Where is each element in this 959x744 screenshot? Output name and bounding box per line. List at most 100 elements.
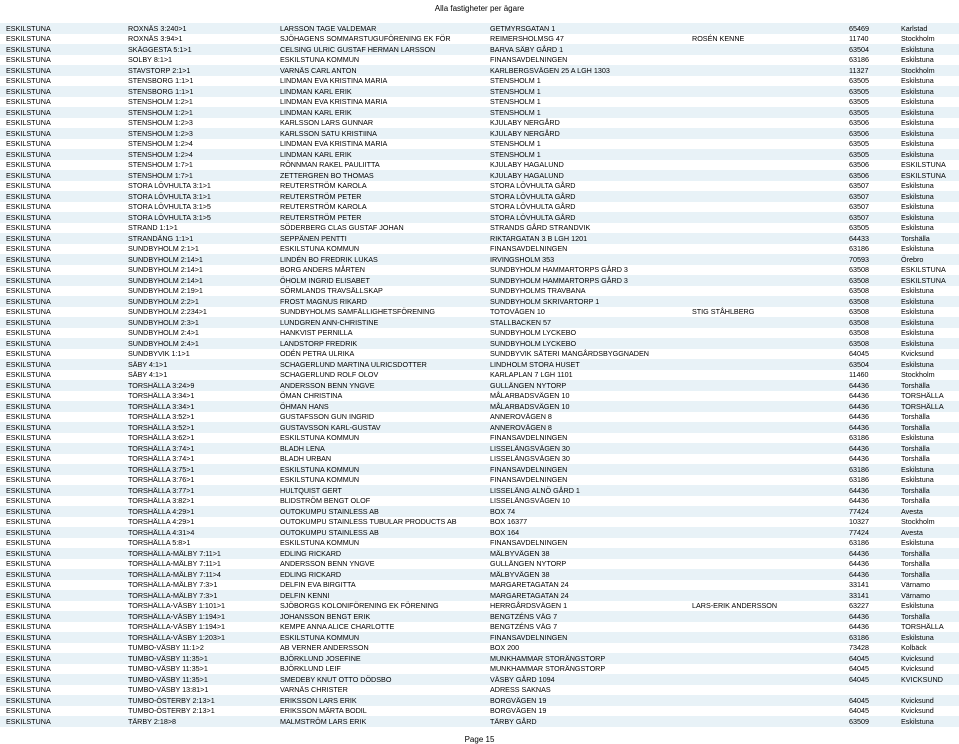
cell-adress: KJULABY NERGÅRD [489,128,691,139]
cell-kommun: ESKILSTUNA [0,454,127,465]
table-row: ESKILSTUNATORSHÄLLA 3:52>1GUSTAFSSON GUN… [0,412,959,423]
cell-ort: Eskilstuna [900,107,959,118]
cell-namn: LINDMAN EVA KRISTINA MARIA [279,139,489,150]
table-row: ESKILSTUNAROXNÄS 3:94>1SJÖHAGENS SOMMARS… [0,34,959,45]
cell-postnr: 33141 [848,590,900,601]
cell-adress: STENSHOLM 1 [489,107,691,118]
table-row: ESKILSTUNASTAVSTORP 2:1>1VARNÄS CARL ANT… [0,65,959,76]
table-row: ESKILSTUNASUNDBYHOLM 2:2>1FROST MAGNUS R… [0,296,959,307]
cell-kommun: ESKILSTUNA [0,128,127,139]
cell-namn: ESKILSTUNA KOMMUN [279,475,489,486]
cell-adress: SUNDBYHOLM HAMMARTORPS GÅRD 3 [489,265,691,276]
cell-fastighet: TORSHÄLLA-VÄSBY 1:101>1 [127,601,279,612]
cell-adress: BORGVÄGEN 19 [489,695,691,706]
cell-ort: Eskilstuna [900,244,959,255]
cell-extra [691,517,848,528]
cell-extra [691,401,848,412]
table-row: ESKILSTUNATORSHÄLLA-VÄSBY 1:194>1KEMPE A… [0,622,959,633]
cell-ort: Eskilstuna [900,128,959,139]
cell-postnr: 64436 [848,401,900,412]
cell-kommun: ESKILSTUNA [0,517,127,528]
cell-ort: Stockholm [900,517,959,528]
table-row: ESKILSTUNASUNDBYHOLM 2:1>1ESKILSTUNA KOM… [0,244,959,255]
cell-extra [691,643,848,654]
cell-fastighet: TÄRBY 2:18>8 [127,716,279,727]
table-row: ESKILSTUNATUMBO-VÄSBY 11:1>2AB VERNER AN… [0,643,959,654]
cell-namn: RÖNNMAN RAKEL PAULIITTA [279,160,489,171]
cell-namn: SMEDEBY KNUT OTTO DÖDSBO [279,674,489,685]
cell-kommun: ESKILSTUNA [0,401,127,412]
cell-extra [691,580,848,591]
cell-adress: MÄLBYVÄGEN 38 [489,569,691,580]
cell-adress: VÄSBY GÅRD 1094 [489,674,691,685]
cell-namn: SÖDERBERG CLAS GUSTAF JOHAN [279,223,489,234]
cell-adress: STORA LÖVHULTA GÅRD [489,191,691,202]
cell-fastighet: TORSHÄLLA 4:29>1 [127,506,279,517]
cell-fastighet: TORSHÄLLA 3:24>9 [127,380,279,391]
cell-adress: BARVA SÄBY GÅRD 1 [489,44,691,55]
cell-extra [691,370,848,381]
cell-postnr: 63186 [848,538,900,549]
cell-extra [691,548,848,559]
cell-kommun: ESKILSTUNA [0,611,127,622]
cell-extra [691,244,848,255]
cell-fastighet: SÄBY 4:1>1 [127,370,279,381]
cell-fastighet: SKÄGGESTA 5:1>1 [127,44,279,55]
cell-namn: REUTERSTRÖM PETER [279,191,489,202]
table-row: ESKILSTUNATORSHÄLLA-VÄSBY 1:194>1JOHANSS… [0,611,959,622]
cell-namn: SUNDBYHOLMS SAMFÄLLIGHETSFÖRENING [279,307,489,318]
cell-namn: REUTERSTRÖM PETER [279,212,489,223]
cell-ort: Stockholm [900,370,959,381]
cell-postnr: 64436 [848,559,900,570]
cell-postnr: 63504 [848,359,900,370]
table-row: ESKILSTUNATORSHÄLLA 3:52>1GUSTAVSSON KAR… [0,422,959,433]
cell-fastighet: ROXNÄS 3:94>1 [127,34,279,45]
table-row: ESKILSTUNASTENSHOLM 1:2>1LINDMAN EVA KRI… [0,97,959,108]
cell-adress: REIMERSHOLMSG 47 [489,34,691,45]
table-row: ESKILSTUNATORSHÄLLA 3:74>1BLADH URBANLIS… [0,454,959,465]
cell-postnr: 64436 [848,412,900,423]
cell-kommun: ESKILSTUNA [0,496,127,507]
table-row: ESKILSTUNASUNDBYVIK 1:1>1ODÉN PETRA ULRI… [0,349,959,360]
cell-adress: SUNDBYHOLM HAMMARTORPS GÅRD 3 [489,275,691,286]
table-row: ESKILSTUNATUMBO-ÖSTERBY 2:13>1ERIKSSON M… [0,706,959,717]
cell-kommun: ESKILSTUNA [0,107,127,118]
cell-extra [691,202,848,213]
cell-kommun: ESKILSTUNA [0,244,127,255]
cell-fastighet: TORSHÄLLA 5:8>1 [127,538,279,549]
cell-extra [691,118,848,129]
cell-extra [691,464,848,475]
cell-fastighet: STORA LÖVHULTA 3:1>5 [127,212,279,223]
cell-ort: Eskilstuna [900,55,959,66]
cell-fastighet: TORSHÄLLA 3:52>1 [127,422,279,433]
cell-ort: Stockholm [900,65,959,76]
cell-ort: KVICKSUND [900,674,959,685]
cell-postnr: 63506 [848,170,900,181]
table-row: ESKILSTUNATORSHÄLLA-MÄLBY 7:11>1EDLING R… [0,548,959,559]
cell-postnr: 11740 [848,34,900,45]
cell-kommun: ESKILSTUNA [0,653,127,664]
cell-extra [691,443,848,454]
cell-kommun: ESKILSTUNA [0,685,127,696]
cell-namn: LINDMAN KARL ERIK [279,86,489,97]
cell-adress: LISSELÄNGSVÄGEN 10 [489,496,691,507]
table-row: ESKILSTUNASTENSHOLM 1:2>3KARLSSON SATU K… [0,128,959,139]
cell-ort: Torshälla [900,422,959,433]
cell-adress: LISSELÄNG ALNÖ GÅRD 1 [489,485,691,496]
cell-postnr: 63186 [848,244,900,255]
cell-postnr: 63508 [848,338,900,349]
cell-namn: LARSSON TAGE VALDEMAR [279,23,489,34]
cell-adress: BOX 200 [489,643,691,654]
cell-adress: RIKTARGATAN 3 B LGH 1201 [489,233,691,244]
table-row: ESKILSTUNATÄRBY 2:18>8MALMSTRÖM LARS ERI… [0,716,959,727]
cell-fastighet: STENSHOLM 1:2>4 [127,149,279,160]
cell-ort: Eskilstuna [900,317,959,328]
cell-adress: MUNKHAMMAR STORÄNGSTORP [489,653,691,664]
cell-kommun: ESKILSTUNA [0,506,127,517]
cell-adress: STORA LÖVHULTA GÅRD [489,202,691,213]
cell-namn: LANDSTORP FREDRIK [279,338,489,349]
cell-extra [691,716,848,727]
cell-adress: ANNEROVÄGEN 8 [489,422,691,433]
cell-kommun: ESKILSTUNA [0,34,127,45]
cell-extra [691,86,848,97]
